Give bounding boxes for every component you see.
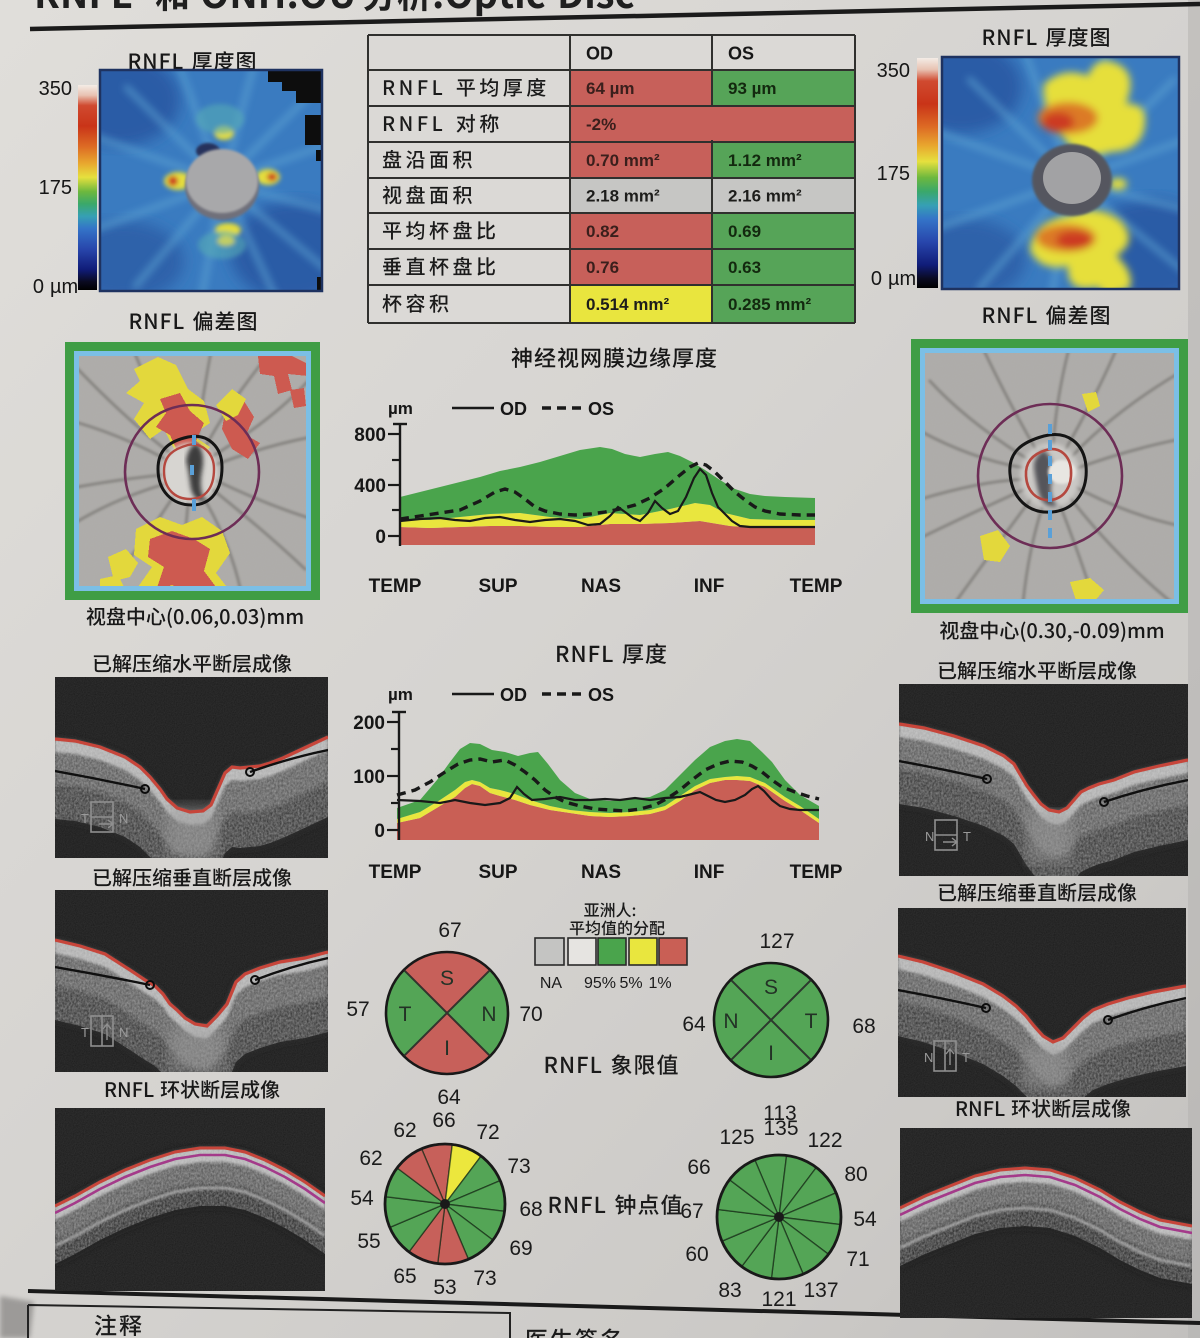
svg-text:400: 400 bbox=[354, 476, 386, 497]
svg-text:53: 53 bbox=[433, 1276, 456, 1299]
svg-text:0.70 mm²: 0.70 mm² bbox=[586, 151, 660, 170]
svg-text:70: 70 bbox=[519, 1003, 542, 1026]
svg-text:T: T bbox=[963, 829, 971, 844]
svg-text:5%: 5% bbox=[619, 975, 642, 992]
svg-text:72: 72 bbox=[476, 1121, 499, 1144]
svg-text:µm: µm bbox=[388, 399, 413, 418]
svg-text:0.514 mm²: 0.514 mm² bbox=[586, 295, 669, 314]
svg-text:0.82: 0.82 bbox=[586, 222, 619, 241]
svg-text:0.285 mm²: 0.285 mm² bbox=[728, 295, 811, 314]
svg-text:TEMP: TEMP bbox=[790, 862, 843, 883]
svg-text:0.63: 0.63 bbox=[728, 258, 761, 277]
svg-text:µm: µm bbox=[888, 268, 916, 290]
svg-text:TEMP: TEMP bbox=[790, 576, 843, 597]
svg-text:175: 175 bbox=[877, 163, 910, 185]
svg-text:T: T bbox=[81, 811, 89, 826]
svg-text:TEMP: TEMP bbox=[369, 862, 422, 883]
svg-text:54: 54 bbox=[350, 1187, 374, 1210]
svg-text:64 µm: 64 µm bbox=[586, 79, 635, 98]
svg-text:N: N bbox=[925, 829, 934, 844]
svg-text:64: 64 bbox=[682, 1013, 706, 1036]
svg-text:175: 175 bbox=[39, 177, 72, 199]
svg-text:OS: OS bbox=[588, 399, 614, 419]
svg-text:68: 68 bbox=[852, 1015, 875, 1038]
svg-text:T: T bbox=[81, 1025, 89, 1040]
svg-text:93 µm: 93 µm bbox=[728, 79, 777, 98]
svg-text:0: 0 bbox=[375, 527, 386, 548]
svg-text:1%: 1% bbox=[648, 975, 671, 992]
svg-text:2.18 mm²: 2.18 mm² bbox=[586, 187, 660, 206]
svg-text:83: 83 bbox=[718, 1279, 741, 1302]
svg-text:121: 121 bbox=[761, 1288, 796, 1311]
svg-text:54: 54 bbox=[853, 1208, 877, 1231]
svg-text:I: I bbox=[768, 1042, 774, 1065]
svg-text:57: 57 bbox=[346, 998, 369, 1021]
svg-text:OS: OS bbox=[588, 685, 614, 705]
svg-text:µm: µm bbox=[388, 685, 413, 704]
svg-text:200: 200 bbox=[353, 713, 385, 734]
svg-text:OD: OD bbox=[500, 685, 527, 705]
svg-text:67: 67 bbox=[438, 919, 461, 942]
svg-text:OS: OS bbox=[728, 44, 754, 64]
svg-text:OD: OD bbox=[500, 399, 527, 419]
svg-text:1.12 mm²: 1.12 mm² bbox=[728, 151, 802, 170]
svg-text:127: 127 bbox=[759, 930, 794, 953]
svg-text:113: 113 bbox=[763, 1102, 796, 1125]
svg-text:SUP: SUP bbox=[478, 862, 517, 883]
svg-text:64: 64 bbox=[437, 1086, 461, 1109]
svg-text:S: S bbox=[440, 967, 454, 990]
svg-text:73: 73 bbox=[473, 1267, 496, 1290]
svg-text:TEMP: TEMP bbox=[369, 576, 422, 597]
svg-text:350: 350 bbox=[877, 60, 910, 82]
svg-text:0: 0 bbox=[871, 268, 882, 290]
svg-text:-2%: -2% bbox=[586, 115, 616, 134]
svg-text:2.16 mm²: 2.16 mm² bbox=[728, 187, 802, 206]
svg-text:0.69: 0.69 bbox=[728, 222, 761, 241]
svg-text:N: N bbox=[481, 1003, 496, 1026]
svg-text:T: T bbox=[399, 1003, 412, 1026]
svg-text:800: 800 bbox=[354, 425, 386, 446]
svg-text:62: 62 bbox=[393, 1119, 416, 1142]
svg-text:SUP: SUP bbox=[478, 576, 517, 597]
svg-text:122: 122 bbox=[807, 1129, 842, 1152]
svg-text:66: 66 bbox=[432, 1109, 455, 1132]
svg-text:N: N bbox=[119, 811, 128, 826]
svg-text:69: 69 bbox=[509, 1237, 532, 1260]
svg-text:NA: NA bbox=[540, 975, 563, 992]
svg-text:OD: OD bbox=[586, 44, 613, 64]
svg-text:N: N bbox=[723, 1010, 738, 1033]
svg-text:NAS: NAS bbox=[581, 576, 621, 597]
svg-text:µm: µm bbox=[50, 276, 78, 298]
svg-text:95%: 95% bbox=[584, 975, 616, 992]
svg-text:INF: INF bbox=[694, 576, 725, 597]
svg-text:60: 60 bbox=[685, 1243, 708, 1266]
svg-text:350: 350 bbox=[39, 78, 72, 100]
svg-text:T: T bbox=[962, 1050, 970, 1065]
svg-text:NAS: NAS bbox=[581, 862, 621, 883]
svg-text:73: 73 bbox=[507, 1155, 530, 1178]
svg-text:N: N bbox=[119, 1025, 128, 1040]
svg-text:55: 55 bbox=[357, 1230, 380, 1253]
svg-text:137: 137 bbox=[803, 1279, 838, 1302]
svg-text:71: 71 bbox=[846, 1248, 869, 1271]
svg-text:68: 68 bbox=[519, 1198, 542, 1221]
svg-text:I: I bbox=[444, 1037, 450, 1060]
svg-text:100: 100 bbox=[353, 767, 385, 788]
svg-text:67: 67 bbox=[680, 1200, 703, 1223]
svg-text:80: 80 bbox=[844, 1163, 867, 1186]
svg-text:135: 135 bbox=[763, 1117, 798, 1140]
svg-text:0: 0 bbox=[374, 821, 385, 842]
svg-text:66: 66 bbox=[687, 1156, 710, 1179]
svg-text:0.76: 0.76 bbox=[586, 258, 619, 277]
svg-text:0: 0 bbox=[33, 276, 44, 298]
svg-text:S: S bbox=[764, 976, 778, 999]
svg-text:62: 62 bbox=[359, 1147, 382, 1170]
svg-text:65: 65 bbox=[393, 1265, 416, 1288]
svg-text:INF: INF bbox=[694, 862, 725, 883]
svg-text:125: 125 bbox=[719, 1126, 754, 1149]
svg-text:N: N bbox=[924, 1050, 933, 1065]
svg-text:T: T bbox=[805, 1010, 818, 1033]
